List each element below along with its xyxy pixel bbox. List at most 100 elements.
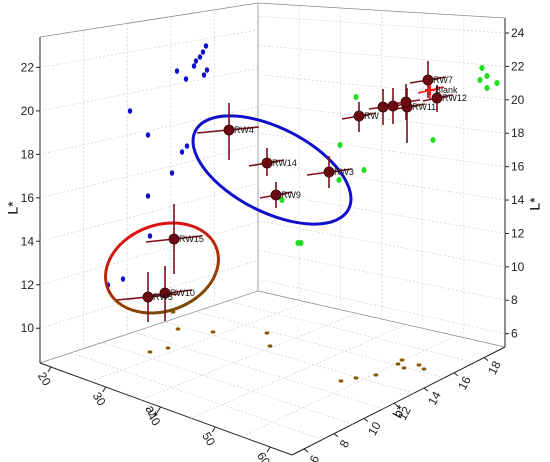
projection-point-la-12 [179, 149, 185, 155]
sample-point-3 [323, 166, 335, 178]
tick-label-left-4: 18 [21, 147, 35, 161]
grid-floor-b-4 [164, 321, 414, 394]
projection-point-la-3 [193, 58, 199, 64]
tick-b-6 [483, 357, 489, 362]
sample-label-11: RW12 [442, 93, 467, 103]
projection-point-lb-6 [337, 142, 343, 148]
grid-floor-b-2 [102, 342, 353, 425]
sample-point-1 [261, 157, 273, 169]
projection-point-ab-12 [373, 373, 379, 377]
tick-label-a-1: 30 [90, 390, 109, 409]
tick-label-b-4: 14 [425, 389, 444, 408]
sample-point-6 [142, 291, 154, 303]
projection-point-la-5 [204, 67, 210, 73]
tick-a-3 [211, 426, 216, 433]
sample-point-cluster-2 [400, 96, 412, 108]
tick-label-right-8: 22 [511, 59, 525, 73]
sample-label-10: RW11 [412, 102, 436, 112]
grid-floor-b-1 [71, 352, 323, 440]
b-axis-line [291, 346, 506, 456]
projection-point-ab-5 [165, 346, 171, 350]
sample-point-cluster-0 [377, 101, 389, 113]
frame-top-back-left [39, 2, 259, 38]
tick-label-b-1: 8 [337, 437, 353, 450]
tick-label-b-0: 6 [307, 453, 323, 462]
sample-label-5: RW10 [170, 288, 195, 298]
projection-point-ab-7 [399, 358, 405, 362]
projection-point-lb-3 [494, 80, 500, 86]
grid-floor-a-1 [90, 301, 308, 382]
tick-label-right-3: 12 [511, 226, 525, 240]
sample-point-11 [431, 92, 443, 104]
projection-point-la-6 [201, 72, 207, 78]
tick-label-left-5: 20 [21, 104, 35, 118]
projection-point-la-9 [127, 108, 133, 114]
projection-point-ab-10 [416, 363, 422, 367]
sample-point-cluster-1 [387, 100, 399, 112]
sample-label-3: RW3 [334, 167, 354, 177]
axis-label-l-right: L* [526, 197, 543, 211]
projection-point-la-1 [200, 49, 206, 55]
sample-point-4 [168, 233, 180, 245]
projection-point-la-11 [184, 143, 190, 149]
projection-point-ab-1 [175, 327, 181, 331]
grid-right-wall-8 [257, 45, 506, 67]
sample-point-7 [353, 110, 365, 122]
tick-label-left-3: 16 [21, 191, 35, 205]
sample-point-2 [270, 189, 282, 201]
sample-label-2: RW9 [281, 190, 301, 200]
sample-point-8 [422, 74, 434, 86]
a-axis-line [39, 362, 293, 456]
projection-point-la-13 [169, 170, 175, 176]
tick-label-right-4: 14 [511, 193, 525, 207]
tick-b-5 [453, 372, 459, 377]
sample-label-4: RW15 [179, 234, 204, 244]
tick-label-right-7: 20 [511, 93, 525, 107]
axis-label-l-left: L* [4, 201, 21, 215]
tick-label-a-4: 60 [254, 450, 273, 462]
projection-point-lb-9 [336, 177, 342, 183]
tick-label-b-3: 12 [395, 404, 414, 423]
projection-point-la-16 [120, 276, 126, 282]
grid-left-wall-3 [39, 144, 259, 199]
tick-label-left-6: 22 [21, 60, 35, 74]
tick-label-left-1: 12 [21, 278, 35, 292]
sample-point-5 [159, 287, 171, 299]
tick-b-3 [393, 402, 399, 407]
tick-b-1 [333, 433, 339, 438]
grid-floor-a-4 [241, 335, 456, 437]
tick-label-right-2: 10 [511, 260, 525, 274]
projection-point-lb-5 [430, 137, 436, 143]
sample-label-1: RW14 [272, 158, 297, 168]
tick-a-2 [157, 406, 161, 413]
projection-point-la-14 [145, 193, 151, 199]
grid-floor-b-5 [195, 311, 445, 379]
projection-point-lb-2 [477, 77, 483, 83]
sample-label-7: RW [364, 111, 379, 121]
grid-left-wall-4 [39, 106, 259, 155]
projection-point-lb-4 [484, 85, 490, 91]
projection-point-ab-13 [353, 376, 359, 380]
tick-label-a-3: 50 [199, 430, 218, 449]
grid-floor-a-3 [191, 324, 407, 419]
projection-point-lb-7 [353, 94, 359, 100]
projection-point-ab-2 [210, 330, 216, 334]
projection-point-ab-3 [264, 331, 270, 335]
sample-label-9: Blank [435, 85, 458, 95]
tick-b-2 [363, 418, 369, 422]
grid-left-wall-6 [39, 29, 259, 68]
projection-point-ab-14 [338, 379, 344, 383]
tick-a-4 [266, 446, 271, 453]
projection-point-la-15 [147, 233, 153, 239]
tick-label-right-0: 6 [511, 327, 518, 341]
tick-label-right-1: 8 [511, 293, 518, 307]
frame-floor-back-left [39, 290, 259, 364]
grid-left-wall-2 [39, 183, 259, 242]
projection-point-lb-12 [298, 240, 304, 246]
grid-floor-b-6 [226, 300, 475, 363]
projection-point-ab-6 [147, 350, 153, 354]
projection-point-lb-8 [361, 167, 367, 173]
sample-label-0: RW4 [234, 125, 254, 135]
